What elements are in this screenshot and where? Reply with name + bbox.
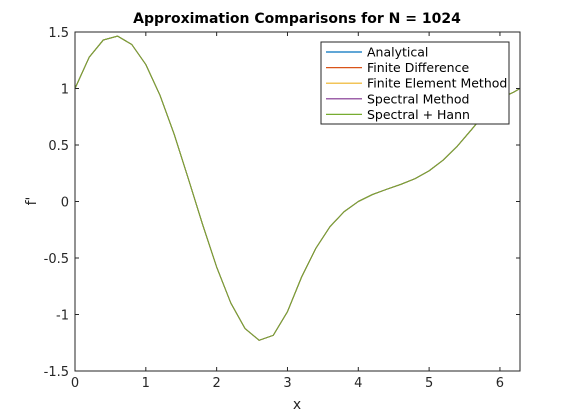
x-tick-label: 0 [71,376,79,391]
x-tick-label: 5 [425,376,433,391]
y-tick-label: 1 [61,83,69,98]
y-tick-label: -0.5 [44,252,69,267]
x-tick-label: 1 [142,376,150,391]
legend-entry: Finite Difference [367,60,469,75]
x-tick-label: 4 [354,376,362,391]
y-tick-label: 0.5 [48,139,69,154]
y-tick-label: 0 [61,196,69,211]
legend-entry: Spectral + Hann [367,107,470,122]
series-layer [74,35,521,341]
legend-entry: Finite Element Method [367,76,507,91]
legend-entry: Analytical [367,45,428,60]
y-axis: -1.5 -1 -0.5 0 0.5 1 1.5 [44,26,520,380]
chart-title: Approximation Comparisons for N = 1024 [133,11,461,27]
y-axis-label: f' [24,197,40,206]
y-tick-label: -1 [56,309,69,324]
legend-entry: Spectral Method [367,91,469,106]
x-tick-label: 6 [496,376,504,391]
x-axis-label: x [293,397,301,413]
y-tick-label: -1.5 [44,365,69,380]
y-tick-label: 1.5 [48,26,69,41]
x-tick-label: 3 [283,376,291,391]
x-axis: 0 1 2 3 4 5 6 [71,32,504,391]
x-tick-label: 2 [213,376,221,391]
series-line [74,35,521,341]
